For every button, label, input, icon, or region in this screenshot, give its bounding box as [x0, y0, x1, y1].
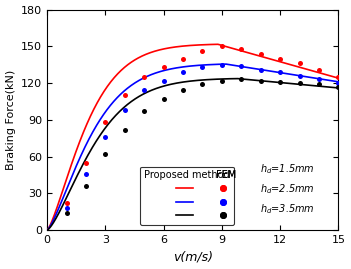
Legend:  ,  ,  : , , — [212, 167, 240, 225]
Point — [219, 79, 225, 83]
Text: $h_d$=1.5mm: $h_d$=1.5mm — [260, 162, 314, 176]
Y-axis label: Braking Force(kN): Braking Force(kN) — [6, 70, 15, 170]
Point — [83, 172, 89, 176]
Point — [161, 79, 166, 83]
Point — [122, 108, 128, 112]
Point — [180, 88, 186, 93]
Point — [336, 84, 341, 89]
Text: $h_d$=2.5mm: $h_d$=2.5mm — [260, 182, 314, 196]
Point — [141, 75, 147, 79]
Point — [239, 64, 244, 68]
Point — [180, 70, 186, 74]
Point — [161, 97, 166, 101]
Point — [239, 47, 244, 51]
Point — [297, 61, 303, 66]
Point — [297, 73, 303, 78]
Point — [336, 81, 341, 85]
Point — [277, 56, 283, 61]
Point — [316, 68, 322, 72]
Point — [83, 184, 89, 188]
Point — [102, 152, 108, 156]
Point — [64, 206, 69, 210]
Point — [141, 109, 147, 113]
Point — [161, 65, 166, 69]
Point — [180, 56, 186, 61]
Point — [200, 82, 205, 86]
Point — [336, 75, 341, 79]
Point — [122, 128, 128, 132]
Text: $h_d$=3.5mm: $h_d$=3.5mm — [260, 202, 314, 216]
Point — [141, 88, 147, 93]
Point — [219, 62, 225, 67]
Point — [219, 44, 225, 48]
Point — [239, 77, 244, 82]
Point — [64, 211, 69, 215]
Point — [122, 93, 128, 97]
Point — [277, 80, 283, 84]
Point — [277, 70, 283, 74]
Point — [200, 49, 205, 53]
Point — [258, 68, 264, 72]
Point — [64, 201, 69, 205]
Point — [316, 82, 322, 86]
Point — [102, 120, 108, 124]
X-axis label: v(m/s): v(m/s) — [173, 250, 213, 263]
Point — [258, 51, 264, 56]
Point — [316, 77, 322, 82]
Point — [102, 135, 108, 139]
Point — [200, 65, 205, 69]
Point — [258, 79, 264, 83]
Point — [83, 161, 89, 165]
Point — [297, 81, 303, 85]
